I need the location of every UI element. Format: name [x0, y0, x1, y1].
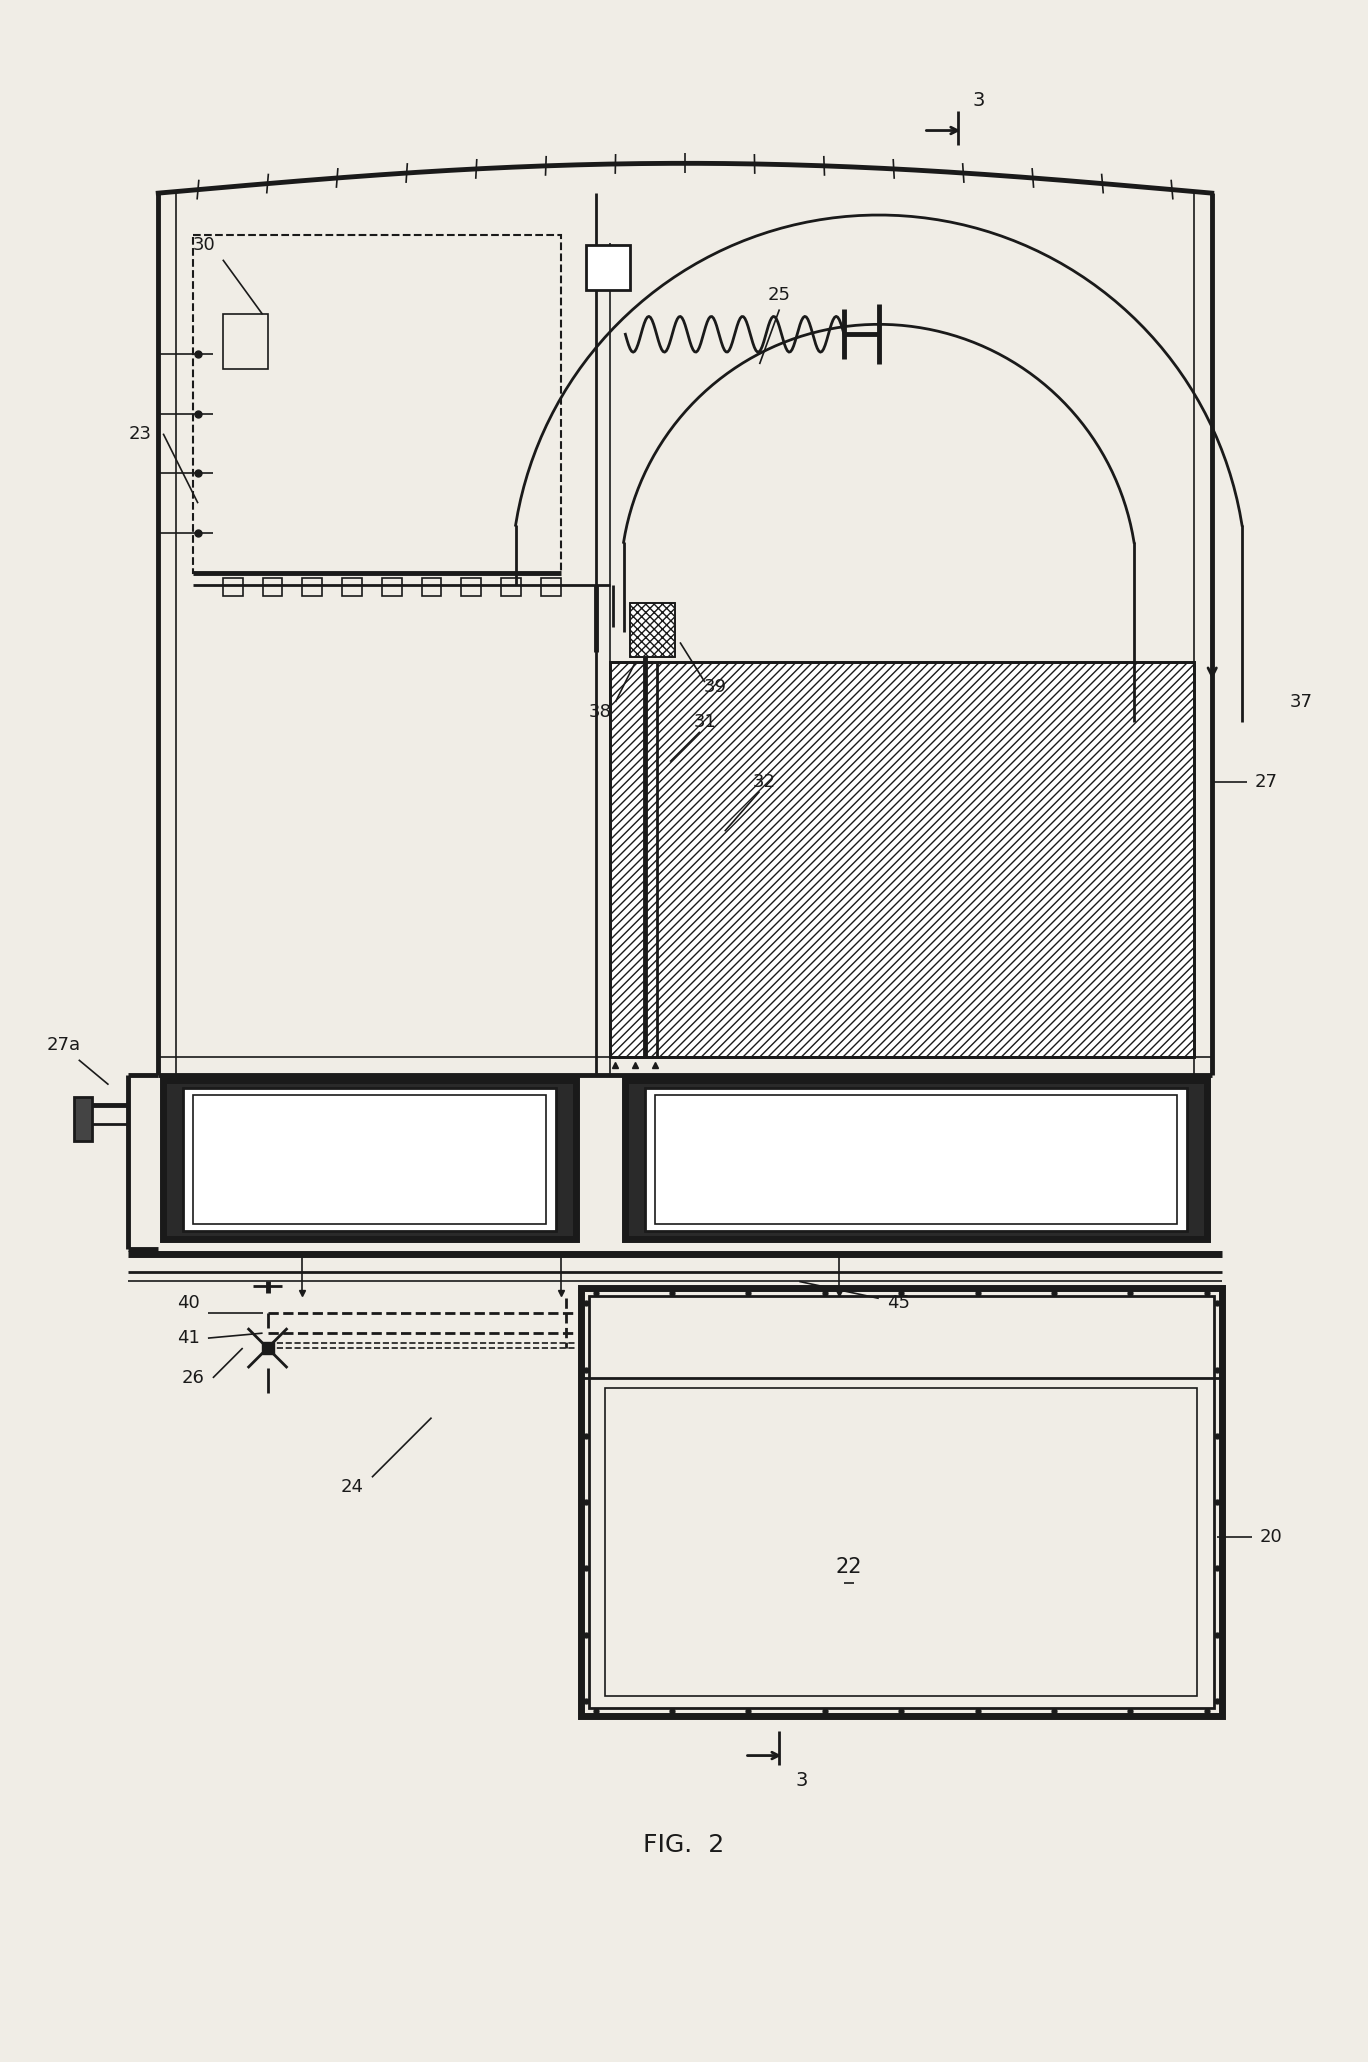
Text: 30: 30 [193, 235, 216, 254]
Text: 22: 22 [836, 1557, 862, 1577]
Text: 23: 23 [129, 425, 152, 443]
Text: 27: 27 [1254, 773, 1278, 790]
Bar [421, 577, 442, 596]
Text: 38: 38 [590, 703, 611, 722]
Bar [163, 1080, 576, 1239]
Bar [382, 577, 402, 596]
Text: 20: 20 [1260, 1528, 1283, 1546]
Bar [606, 1388, 1197, 1695]
Text: 25: 25 [767, 285, 791, 303]
Bar [631, 602, 674, 658]
Text: 26: 26 [182, 1369, 204, 1388]
Bar [588, 1297, 1213, 1707]
Text: 3: 3 [795, 1771, 807, 1790]
Bar [223, 313, 268, 369]
Bar [193, 235, 561, 573]
Bar [501, 577, 521, 596]
Bar [302, 577, 323, 596]
Bar [610, 662, 1194, 1058]
Text: 32: 32 [752, 773, 776, 790]
Bar [342, 577, 363, 596]
Text: 40: 40 [176, 1295, 200, 1311]
Text: 39: 39 [703, 678, 726, 697]
Bar [223, 577, 242, 596]
Text: 3: 3 [973, 91, 985, 109]
Bar [610, 662, 1194, 1058]
Bar [646, 1087, 1187, 1231]
Bar [625, 1080, 1207, 1239]
Text: FIG.  2: FIG. 2 [643, 1833, 725, 1858]
Text: 37: 37 [1290, 693, 1313, 711]
Text: 45: 45 [888, 1295, 910, 1311]
Bar [263, 577, 282, 596]
Bar [74, 1097, 92, 1142]
Bar [183, 1087, 555, 1231]
Bar [461, 577, 482, 596]
Text: 24: 24 [341, 1478, 364, 1497]
Bar [586, 245, 631, 289]
Bar [631, 602, 674, 658]
Bar [655, 1095, 1176, 1225]
Bar [580, 1289, 1222, 1716]
Text: 27a: 27a [47, 1035, 81, 1054]
Text: 31: 31 [694, 713, 717, 730]
Bar [193, 1095, 546, 1225]
Text: 41: 41 [176, 1330, 200, 1346]
Bar [540, 577, 561, 596]
